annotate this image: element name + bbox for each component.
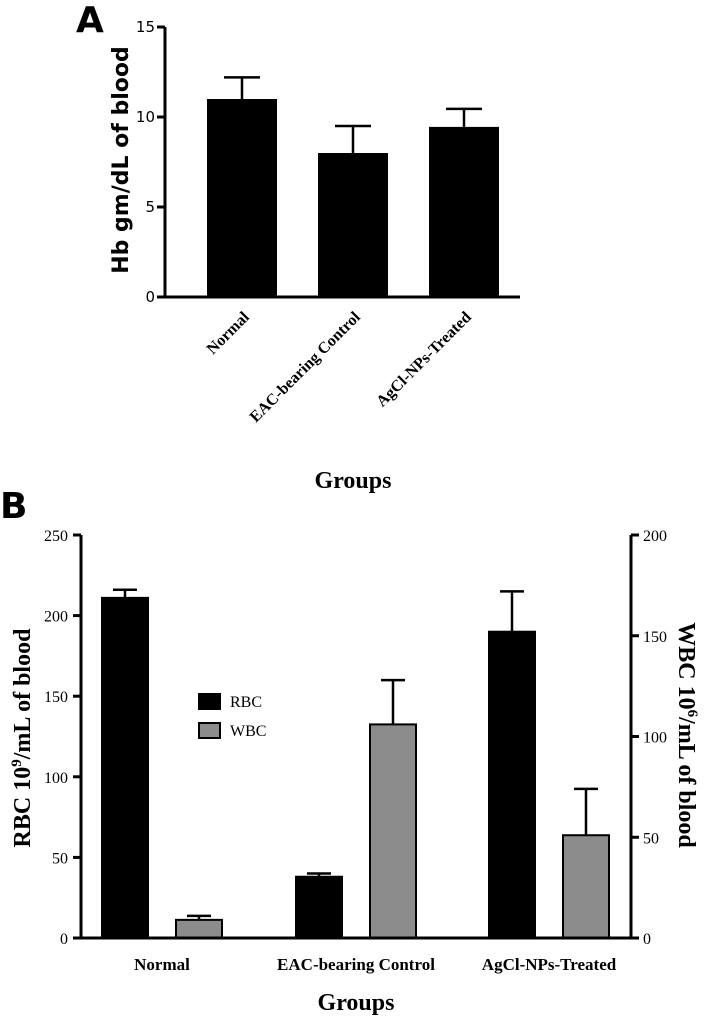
right-y-tick-label: 50 <box>643 830 659 847</box>
error-bar-rbc-2 <box>307 872 331 877</box>
y-tick-label: 15 <box>136 18 155 36</box>
panel-a-letter: A <box>76 0 104 41</box>
panel-a-x-axis-label: Groups <box>315 468 392 494</box>
panel-a-bars <box>207 76 499 298</box>
left-y-tick-label: 200 <box>44 609 68 626</box>
error-bar-rbc-1 <box>113 588 137 598</box>
panel-b-x-axis-label: Groups <box>318 990 395 1016</box>
left-y-tick-label: 250 <box>44 528 68 545</box>
bar-wbc-2 <box>369 723 417 939</box>
error-bar-hb-3 <box>446 107 482 127</box>
left-y-tick-label: 100 <box>44 770 68 787</box>
bar-wbc-1 <box>175 918 223 939</box>
panel-b-left-y-axis-label: RBC 109/mL of blood <box>9 628 36 848</box>
right-y-tick-label: 100 <box>643 730 667 747</box>
legend-swatch-wbc <box>198 722 221 739</box>
right-y-tick-label: 200 <box>643 528 667 545</box>
x-tick-label: EAC-bearing Control <box>247 308 364 425</box>
bar-rbc-3 <box>488 630 536 939</box>
bar-wbc-3 <box>562 834 610 939</box>
panel-b-x-tick-labels: Normal EAC-bearing Control AgCl-NPs-Treate… <box>134 955 617 974</box>
right-y-tick-label: 150 <box>643 629 667 646</box>
panel-b-left-y-ticks: 0 50 100 150 200 250 <box>44 528 81 948</box>
panel-b-bars <box>101 588 610 940</box>
error-bar-wbc-1 <box>187 914 211 920</box>
left-y-tick-label: 150 <box>44 689 68 706</box>
legend-swatch-rbc <box>198 693 221 710</box>
panel-b-legend: RBC WBC <box>198 693 266 740</box>
panel-b: B 0 50 100 150 200 250 0 50 100 150 200 Normal EAC… <box>0 486 700 1016</box>
error-bar-rbc-3 <box>500 590 524 632</box>
x-tick-label: AgCl-NPs-Treated <box>482 955 617 974</box>
panel-b-right-y-ticks: 0 50 100 150 200 <box>631 528 667 948</box>
bar-hb-3 <box>429 126 499 298</box>
bar-hb-1 <box>207 99 277 297</box>
bar-rbc-2 <box>295 875 343 940</box>
error-bar-wbc-2 <box>381 678 405 725</box>
right-y-tick-label: 0 <box>643 931 651 948</box>
y-tick-label: 0 <box>145 288 155 306</box>
panel-b-right-y-axis-label: WBC 106/mL of blood <box>673 622 700 848</box>
panel-a-y-axis-label: Hb gm/dL of blood <box>109 46 134 274</box>
error-bar-hb-1 <box>224 76 260 99</box>
error-bar-wbc-3 <box>574 787 598 836</box>
bar-hb-2 <box>318 153 388 297</box>
left-y-tick-label: 50 <box>52 850 68 867</box>
x-tick-label: Normal <box>134 955 190 974</box>
x-tick-label: AgCl-NPs-Treated <box>373 309 475 411</box>
x-tick-label: Normal <box>204 308 253 357</box>
legend-label-rbc: RBC <box>230 694 262 711</box>
panel-b-letter: B <box>0 486 27 527</box>
legend-label-wbc: WBC <box>230 723 266 740</box>
x-tick-label: EAC-bearing Control <box>277 955 435 974</box>
bar-rbc-1 <box>101 596 149 939</box>
left-y-tick-label: 0 <box>60 931 68 948</box>
error-bar-hb-2 <box>335 124 371 153</box>
y-tick-label: 10 <box>136 108 155 126</box>
y-tick-label: 5 <box>145 198 155 216</box>
panel-a-y-ticks: 0 5 10 15 <box>136 18 165 306</box>
